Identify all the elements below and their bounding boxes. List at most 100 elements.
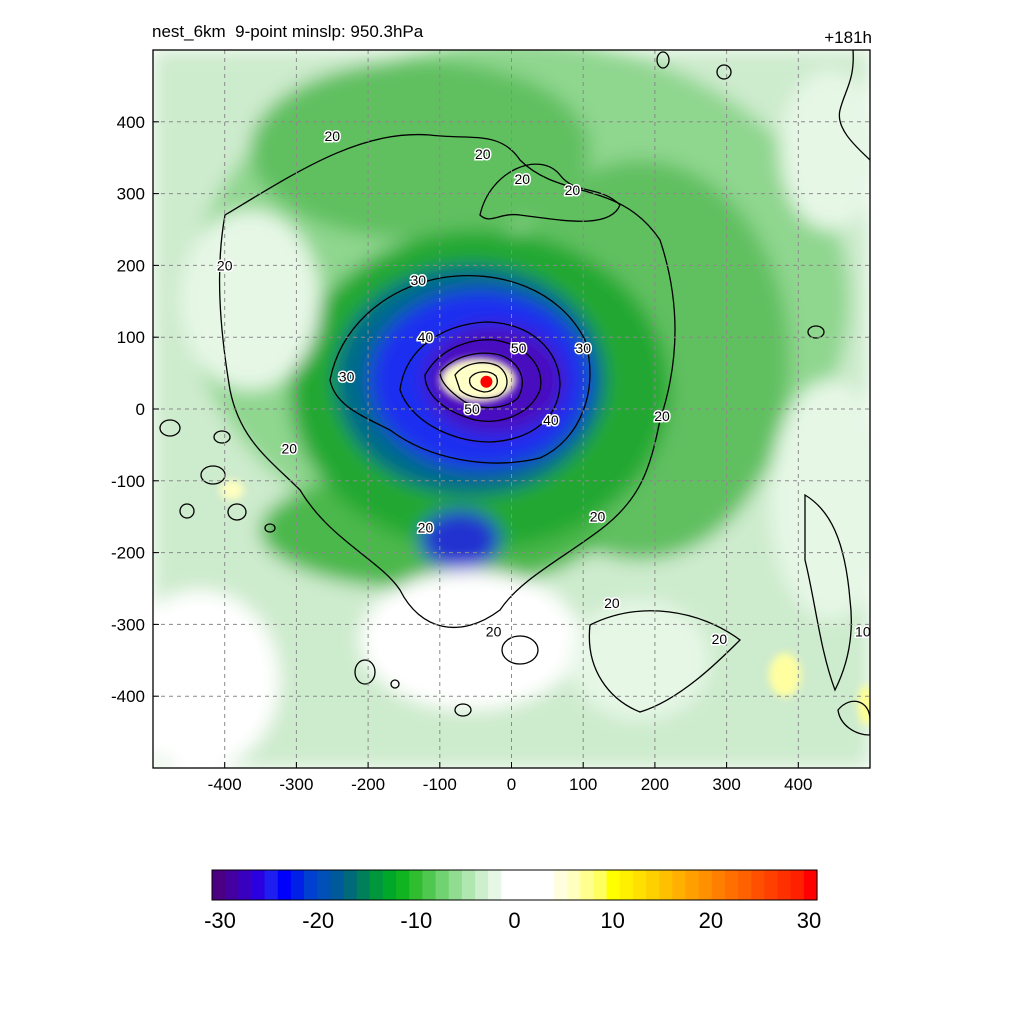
colorbar-swatch [290, 870, 305, 900]
contour-label: 20 [712, 631, 728, 647]
forecast-hour-label: +181h [824, 28, 872, 47]
colorbar-swatch [501, 870, 516, 900]
heatmap-field [153, 50, 870, 768]
y-tick-label: 0 [136, 400, 145, 419]
colorbar-swatch [277, 870, 292, 900]
y-tick-label: -200 [111, 544, 145, 563]
colorbar-swatch [646, 870, 660, 900]
y-tick-label: -300 [111, 615, 145, 634]
contour-label: 20 [324, 128, 340, 144]
y-tick-label: 300 [117, 185, 145, 204]
colorbar-swatch [580, 870, 595, 900]
contour-label: 30 [411, 272, 427, 288]
x-tick-label: 100 [569, 775, 597, 794]
colorbar-swatch [343, 870, 358, 900]
x-tick-label: 0 [507, 775, 516, 794]
contour-label: 50 [511, 340, 527, 356]
x-tick-label: 300 [712, 775, 740, 794]
colorbar-swatch [330, 870, 345, 900]
colorbar-swatch [396, 870, 410, 900]
plot-frame [152, 49, 871, 769]
contour-label: 20 [590, 509, 606, 525]
contour-label: 30 [339, 369, 355, 385]
chart-title: nest_6km 9-point minslp: 950.3hPa [152, 22, 424, 41]
x-tick-label: -400 [208, 775, 242, 794]
colorbar-swatch [356, 870, 371, 900]
colorbar-swatch [711, 870, 726, 900]
colorbar-swatch [606, 870, 621, 900]
colorbar-swatch [461, 870, 476, 900]
contour-label: 40 [543, 412, 559, 428]
contour-label: 20 [514, 171, 530, 187]
y-tick-label: 100 [117, 328, 145, 347]
x-tick-label: -200 [351, 775, 385, 794]
colorbar-swatch [672, 870, 687, 900]
colorbar-swatch [475, 870, 489, 900]
colorbar-swatch [488, 870, 502, 900]
y-tick-label: 400 [117, 113, 145, 132]
colorbar-swatch [698, 870, 713, 900]
y-tick-label: 200 [117, 256, 145, 275]
colorbar-label: -10 [400, 908, 432, 933]
contour-label: 20 [217, 257, 233, 273]
storm-center-marker [480, 375, 493, 388]
colorbar-swatch [527, 870, 542, 900]
colorbar: -30 -20 -10 0 10 20 30 [204, 869, 821, 933]
colorbar-swatch [803, 870, 818, 900]
colorbar-swatch [790, 870, 805, 900]
colorbar-swatch [764, 870, 779, 900]
x-tick-label: -100 [423, 775, 457, 794]
contour-label: 50 [464, 401, 480, 417]
colorbar-label: 20 [699, 908, 723, 933]
contour-labels: 20 20 20 20 20 20 20 20 20 20 20 20 10 30 30 30 40 40 50 50 [215, 127, 872, 649]
colorbar-label: -20 [302, 908, 334, 933]
colorbar-label: -30 [204, 908, 236, 933]
colorbar-swatch [619, 870, 634, 900]
x-tick-label: 200 [641, 775, 669, 794]
contour-label: 20 [475, 146, 491, 162]
colorbar-swatch [553, 870, 568, 900]
colorbar-swatch [382, 870, 397, 900]
colorbar-swatch [212, 870, 226, 900]
colorbar-swatch [264, 870, 279, 900]
colorbar-swatch [238, 870, 253, 900]
colorbar-swatch [422, 870, 437, 900]
contour-label: 20 [654, 408, 670, 424]
contour-label: 20 [486, 624, 502, 640]
colorbar-swatch [435, 870, 450, 900]
colorbar-swatch [593, 870, 608, 900]
colorbar-swatch [369, 870, 384, 900]
contour-label: 10 [855, 624, 871, 640]
y-tick-label: -100 [111, 472, 145, 491]
x-tick-label: 400 [784, 775, 812, 794]
colorbar-swatch [659, 870, 673, 900]
contour-label: 20 [281, 440, 297, 456]
colorbar-swatch [738, 870, 752, 900]
contour-label: 20 [604, 595, 620, 611]
colorbar-swatch [751, 870, 765, 900]
colorbar-swatch [225, 870, 239, 900]
colorbar-swatch [251, 870, 266, 900]
colorbar-swatch [685, 870, 700, 900]
colorbar-swatch [409, 870, 424, 900]
colorbar-swatch [304, 870, 318, 900]
colorbar-swatch [514, 870, 529, 900]
contour-label: 30 [575, 340, 591, 356]
contour-label: 20 [418, 519, 434, 535]
colorbar-label: 10 [600, 908, 624, 933]
colorbar-swatch [448, 870, 463, 900]
colorbar-frame [211, 869, 818, 901]
colorbar-label: 30 [797, 908, 821, 933]
y-tick-label: -400 [111, 687, 145, 706]
axis-ticks: -400 -300 -200 -100 0 100 200 300 400-400-300-20… [111, 113, 813, 794]
colorbar-swatch [567, 870, 581, 900]
colorbar-swatch [317, 870, 331, 900]
colorbar-label: 0 [508, 908, 520, 933]
colorbar-swatch [540, 870, 555, 900]
contour-label: 20 [565, 182, 581, 198]
colorbar-swatch [632, 870, 647, 900]
colorbar-swatch [777, 870, 792, 900]
contour-label: 40 [418, 329, 434, 345]
colorbar-swatch [724, 870, 739, 900]
